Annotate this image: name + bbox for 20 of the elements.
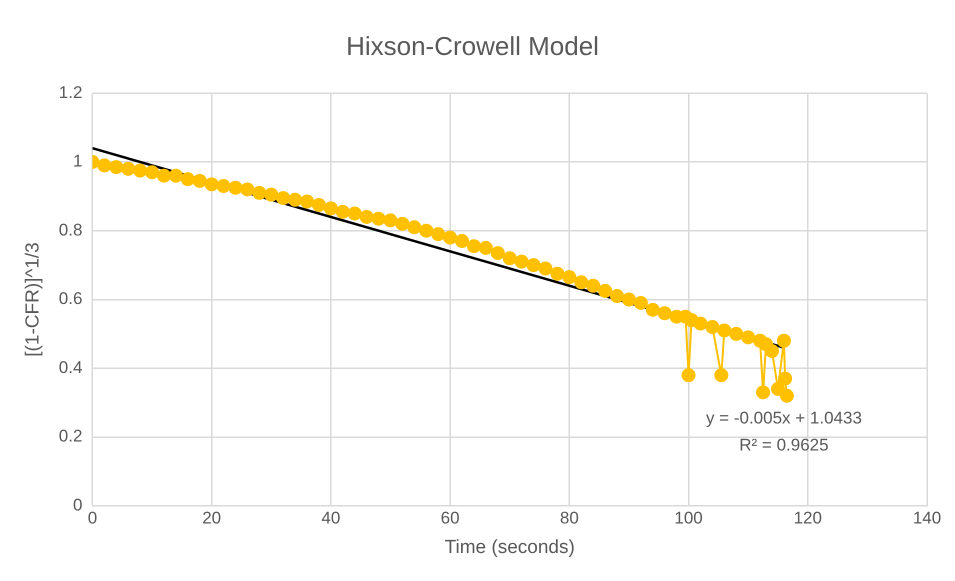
x-tick-label: 40 — [321, 508, 340, 528]
x-axis-title: Time (seconds) — [444, 536, 575, 558]
x-tick-label: 80 — [560, 508, 579, 528]
chart-title: Hixson-Crowell Model — [346, 30, 599, 61]
annotation: y = -0.005x + 1.0433 — [706, 408, 862, 428]
annotation: R² = 0.9625 — [739, 435, 829, 454]
y-tick-label: 1.2 — [58, 82, 82, 102]
x-tick-label: 120 — [794, 508, 822, 528]
x-tick-label: 60 — [440, 508, 460, 528]
y-tick-label: 0 — [72, 495, 82, 514]
y-axis-title: [(1-CFR)]^1/3 — [22, 242, 44, 357]
x-tick-label: 140 — [912, 508, 942, 528]
y-tick-label: 0.4 — [58, 358, 82, 377]
x-tick-label: 20 — [202, 508, 222, 528]
x-tick-label: 0 — [88, 508, 98, 528]
y-tick-label: 0.8 — [58, 220, 82, 240]
y-tick-label: 1 — [72, 152, 82, 171]
y-tick-label: 0.6 — [58, 289, 82, 308]
y-tick-label: 0.2 — [58, 426, 82, 446]
x-tick-label: 100 — [674, 508, 703, 528]
